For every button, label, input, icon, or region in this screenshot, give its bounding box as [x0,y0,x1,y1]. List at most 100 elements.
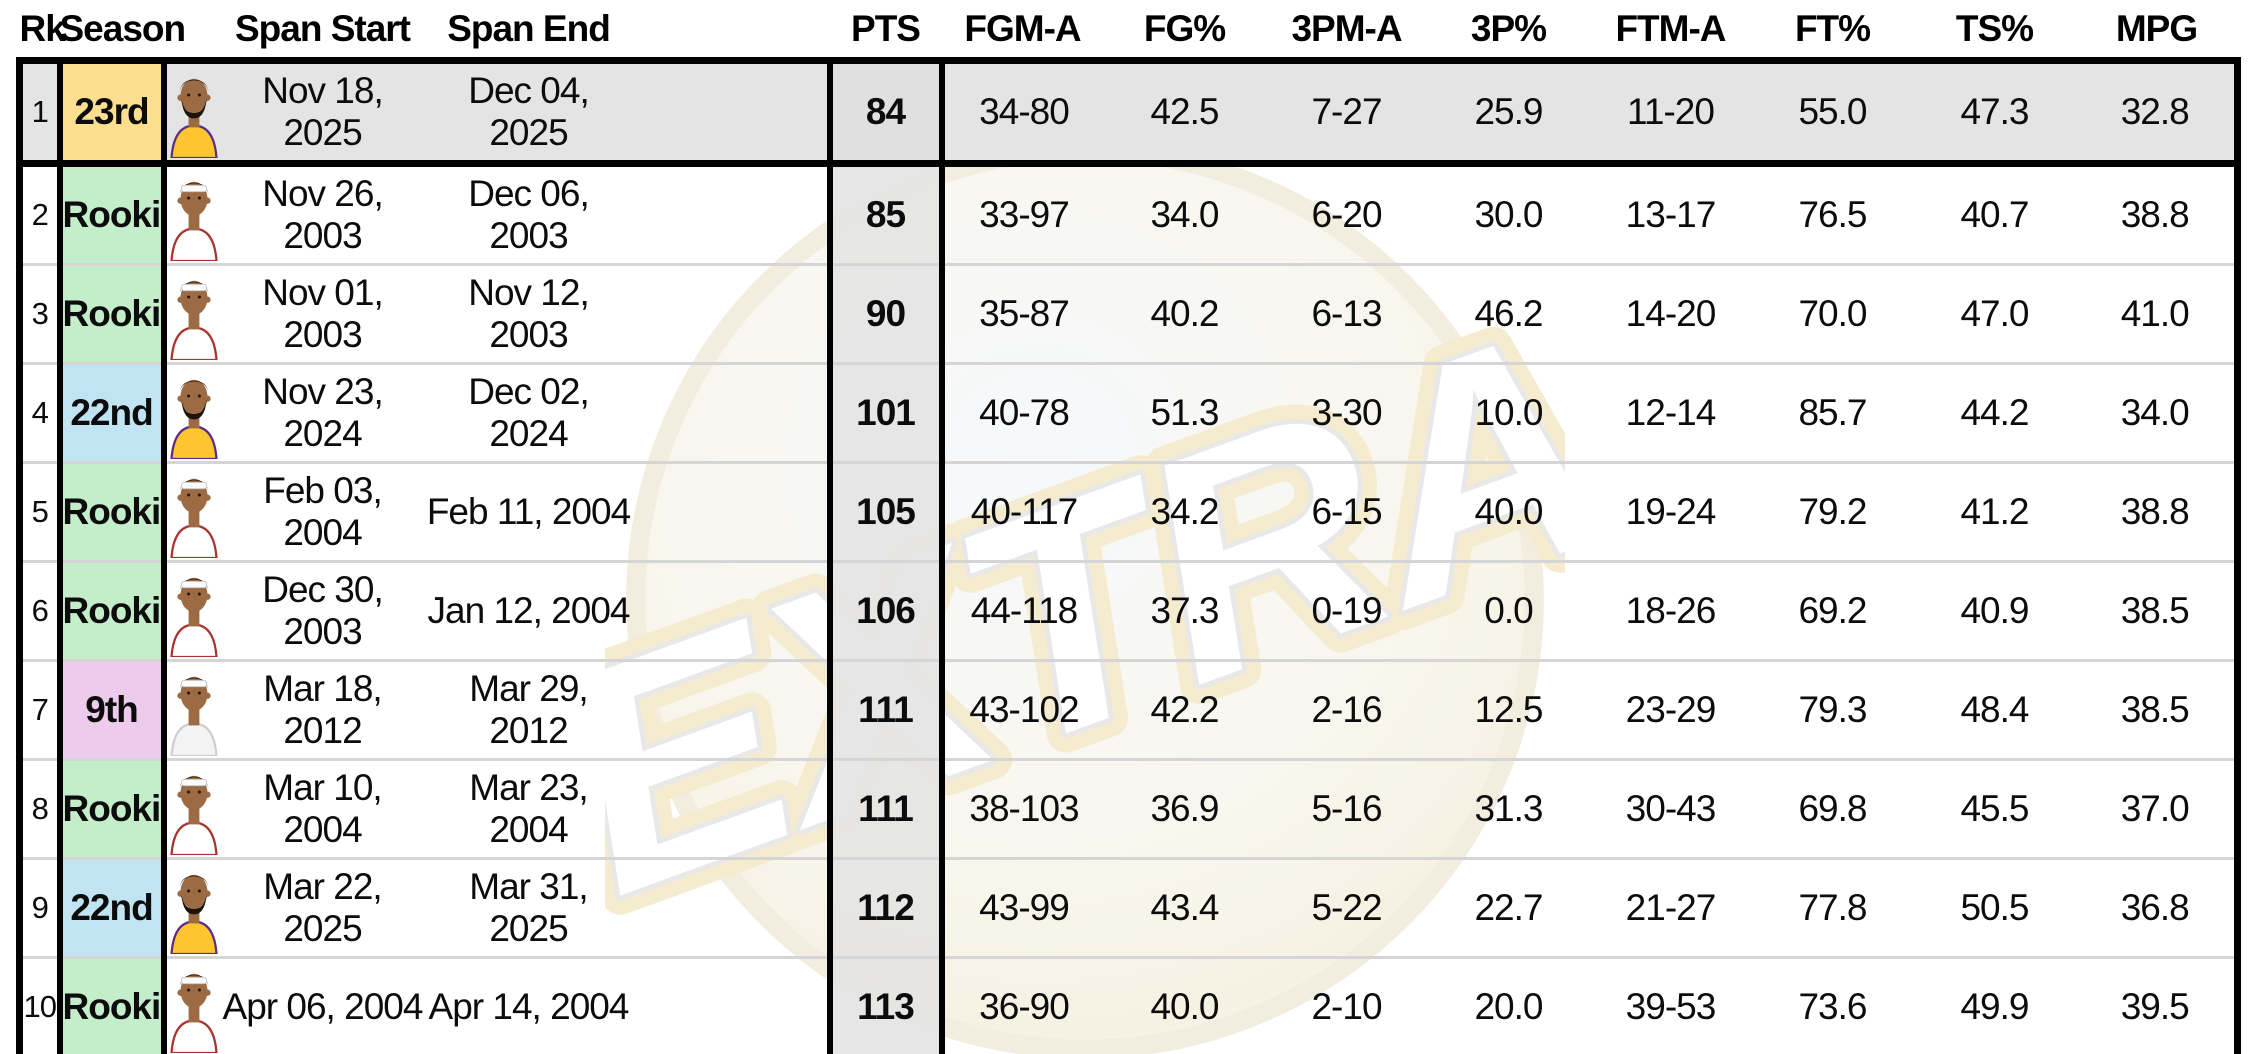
ftma-cell: 14-20 [1589,263,1752,364]
span-start-cell: Mar 22, 2025 [219,857,426,958]
player-headshot [170,78,217,157]
season-badge: Rookie [59,263,167,364]
player-photo-cell [163,956,220,1054]
column-header-span-start: Span Start [234,7,411,49]
player-photo-cell [163,758,220,859]
tspct-cell: 40.7 [1960,194,2029,235]
fgpct-cell: 40.2 [1103,263,1266,364]
player-headshot [169,874,218,954]
ftpct-cell: 73.6 [1751,956,1914,1054]
mpg-cell: 38.5 [2075,659,2238,760]
tspct-cell: 45.5 [1913,758,2076,859]
pts-cell: 111 [829,758,945,859]
column-header-season: Season [59,7,187,49]
pts-cell: 85 [829,163,945,265]
fgpct-cell: 34.0 [1150,194,1219,235]
pts-cell: 111 [829,659,945,760]
3ppct-cell: 10.0 [1427,362,1590,463]
rank-cell: 5 [19,461,63,562]
3pma-cell: 6-13 [1265,263,1428,364]
3ppct-cell: 30.0 [1474,194,1543,235]
column-header-3pma: 3PM-A [1291,7,1402,49]
spacer-cell [631,362,833,463]
tspct-cell: 48.4 [1913,659,2076,760]
column-header-fgpct: FG% [1143,7,1226,49]
span-end-cell: Mar 31, 2025 [425,857,632,958]
rank-cell: 4 [19,362,63,463]
fgma-cell: 33-97 [979,194,1070,235]
header-row: Rk Season Span Start Span End PTS FGM-A … [20,0,2238,61]
fgma-cell: 35-87 [941,263,1104,364]
mpg-cell: 37.0 [2075,758,2238,859]
spacer-cell [631,857,833,958]
3pma-cell: 2-16 [1265,659,1428,760]
mpg-cell: 38.8 [2075,461,2238,562]
column-header-span-end: Span End [447,7,611,49]
season-badge: 9th [59,659,167,760]
fgma-cell: 40-78 [941,362,1104,463]
player-photo-cell [163,60,220,167]
pts-cell: 105 [829,461,945,562]
mpg-cell: 38.8 [2120,194,2190,235]
rank-cell: 2 [19,163,63,265]
pts-cell: 112 [829,857,945,958]
3pma-cell: 5-16 [1265,758,1428,859]
player-headshot [169,973,218,1053]
table-row: 2 Rookie Nov 26, 2003 Dec 06, 20 [19,163,2238,265]
span-end-cell: Dec 04, 2025 [425,60,632,167]
column-header-mpg: MPG [2115,7,2198,49]
ftpct-cell: 79.3 [1751,659,1914,760]
column-header-ftma: FTM-A [1615,7,1726,49]
rank-cell: 6 [19,560,63,661]
tspct-cell: 41.2 [1913,461,2076,562]
fgpct-cell: 42.5 [1103,60,1266,167]
ftpct-cell: 76.5 [1798,194,1867,235]
tspct-cell: 44.2 [1913,362,2076,463]
spacer-cell [631,163,833,265]
3pma-cell: 5-22 [1265,857,1428,958]
ftpct-cell: 79.2 [1751,461,1914,562]
mpg-cell: 32.8 [2075,60,2238,167]
table-row: 1 23rd Nov 18, 2025 Dec 04, 2025 [19,60,2238,167]
fgpct-cell: 34.2 [1103,461,1266,562]
player-photo-cell [163,560,220,661]
column-header-fgma: FGM-A [964,7,1081,49]
table-row: 5 Rookie Feb 03, 2004 Feb 11, 20 [19,461,2238,562]
player-photo-cell [163,857,220,958]
spacer-cell [631,560,833,661]
3ppct-cell: 20.0 [1427,956,1590,1054]
fgma-cell: 34-80 [941,60,1104,167]
player-photo-cell [163,461,220,562]
span-start-cell: Nov 23, 2024 [219,362,426,463]
ftma-cell: 19-24 [1589,461,1752,562]
ftma-cell: 12-14 [1589,362,1752,463]
player-headshot [169,379,218,459]
column-header-3ppct: 3P% [1470,7,1547,49]
ftpct-cell: 69.8 [1751,758,1914,859]
table-row: 8 Rookie Mar 10, 2004 Mar 23, 20 [19,758,2238,859]
table-row: 3 Rookie Nov 01, 2003 Nov 12, 20 [19,263,2238,364]
3pma-cell: 3-30 [1265,362,1428,463]
3ppct-cell: 12.5 [1427,659,1590,760]
span-start-cell: Dec 30, 2003 [219,560,426,661]
3pma-cell: 0-19 [1265,560,1428,661]
rank-cell: 7 [19,659,63,760]
span-end-cell: Dec 06, 2003 [468,173,590,256]
player-headshot [169,676,218,756]
fgpct-cell: 37.3 [1103,560,1266,661]
spacer-cell [631,956,833,1054]
tspct-cell: 49.9 [1913,956,2076,1054]
span-start-cell: Mar 10, 2004 [219,758,426,859]
fgma-cell: 44-118 [941,560,1104,661]
3ppct-cell: 46.2 [1427,263,1590,364]
mpg-cell: 34.0 [2075,362,2238,463]
span-end-cell: Feb 11, 2004 [425,461,632,562]
season-badge: Rookie [59,956,167,1054]
ftma-cell: 39-53 [1589,956,1752,1054]
player-photo-cell [163,263,220,364]
table-row: 9 22nd Mar 22, 2025 Mar 31, 2025 [19,857,2238,958]
table-row: 6 Rookie Dec 30, 2003 Jan 12, 20 [19,560,2238,661]
fgpct-cell: 36.9 [1103,758,1266,859]
fgma-cell: 43-99 [941,857,1104,958]
3pma-cell: 7-27 [1265,60,1428,167]
